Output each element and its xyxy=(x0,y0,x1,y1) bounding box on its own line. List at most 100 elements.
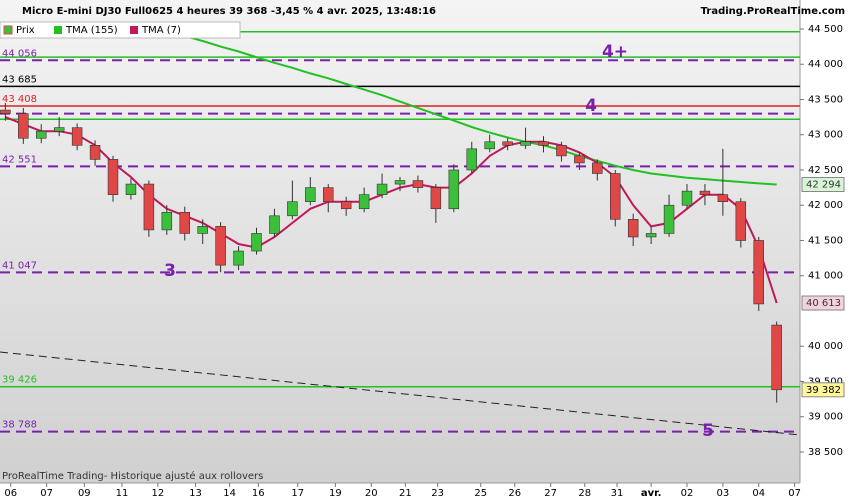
level-label: 38 788 xyxy=(2,420,37,431)
level-label: 41 047 xyxy=(2,260,37,271)
legend-label: Prix xyxy=(16,25,35,36)
chart-title: Micro E-mini DJ30 Full0625 4 heures 39 3… xyxy=(22,6,436,17)
x-tick-label: 17 xyxy=(291,488,304,499)
x-tick-label: avr. xyxy=(641,488,662,499)
candle-body xyxy=(627,219,639,238)
x-tick-label: 13 xyxy=(189,488,202,499)
x-tick-label: 07 xyxy=(40,488,53,499)
y-tick-label: 42 000 xyxy=(808,200,843,211)
x-tick-label: 21 xyxy=(399,488,412,499)
source: Trading.ProRealTime.com xyxy=(701,6,845,17)
last-value-label: 40 613 xyxy=(806,298,841,309)
candle-body xyxy=(412,180,424,188)
candle-body xyxy=(717,194,729,203)
candle-body xyxy=(269,215,280,234)
candle-body xyxy=(89,145,101,160)
x-tick-label: 27 xyxy=(544,488,557,499)
x-tick-label: 11 xyxy=(116,488,129,499)
candle-body xyxy=(376,183,388,195)
candle-body xyxy=(18,113,29,139)
level-label: 44 056 xyxy=(2,48,37,59)
y-tick-label: 44 500 xyxy=(808,24,843,35)
candle-body xyxy=(0,109,11,114)
candle-body xyxy=(287,201,298,217)
x-tick-label: 25 xyxy=(474,488,487,499)
zone-label: 5 xyxy=(702,421,714,441)
candle-body xyxy=(197,226,208,234)
x-tick-label: 16 xyxy=(252,488,265,499)
candle-body xyxy=(556,145,567,157)
trendline xyxy=(0,351,801,436)
candle-body xyxy=(502,141,513,146)
candle-body xyxy=(681,190,693,206)
candle-body xyxy=(699,190,711,195)
x-tick-label: 19 xyxy=(329,488,342,499)
candle-body xyxy=(358,194,370,210)
x-tick-label: 02 xyxy=(681,488,694,499)
indicator-line xyxy=(166,29,777,186)
candle-body xyxy=(753,240,764,305)
x-tick-label: 07 xyxy=(788,488,801,499)
candle-body xyxy=(179,211,190,234)
candle-body xyxy=(771,324,782,391)
candle-body xyxy=(645,233,657,238)
zone-label: 3 xyxy=(164,261,176,281)
candle-body xyxy=(71,127,83,146)
x-tick-label: 23 xyxy=(431,488,444,499)
footer: ProRealTime Trading- Historique ajusté a… xyxy=(2,470,263,482)
candle-body xyxy=(53,127,65,132)
candle-body xyxy=(340,201,352,210)
candle-body xyxy=(143,183,155,231)
candle-body xyxy=(663,204,675,234)
candle-body xyxy=(323,187,334,203)
candle-body xyxy=(520,141,531,146)
legend: Prix TMA (155) TMA (7) xyxy=(0,21,241,39)
candle-body xyxy=(735,201,747,241)
legend-swatch xyxy=(54,26,62,34)
y-tick-label: 39 000 xyxy=(808,412,843,423)
y-tick-label: 40 000 xyxy=(808,341,843,352)
candle-body xyxy=(125,183,137,195)
candle-body xyxy=(394,180,406,185)
y-tick-label: 38 500 xyxy=(808,447,843,458)
legend-swatch xyxy=(130,26,138,34)
candle-body xyxy=(592,162,603,174)
zone-label: 4 xyxy=(585,96,597,116)
level-label: 43 685 xyxy=(2,74,37,85)
candle-body xyxy=(215,226,226,266)
candle-body xyxy=(251,233,262,252)
last-value-box xyxy=(801,382,845,398)
legend-label: TMA (7) xyxy=(141,25,181,36)
x-tick-label: 28 xyxy=(578,488,591,499)
x-tick-label: 12 xyxy=(151,488,164,499)
last-value-label: 42 294 xyxy=(806,180,841,191)
candle-body xyxy=(161,211,173,231)
indicator-line xyxy=(5,116,778,304)
candle-body xyxy=(107,159,119,195)
candle-body xyxy=(36,130,47,139)
x-tick-label: 31 xyxy=(611,488,624,499)
candle-body xyxy=(538,141,549,146)
candle-body xyxy=(466,148,477,171)
plot-area xyxy=(0,0,800,483)
x-tick-label: 09 xyxy=(78,488,91,499)
last-value-label: 39 382 xyxy=(806,385,841,396)
candle-body xyxy=(574,155,585,164)
legend-box xyxy=(0,21,241,39)
y-tick-label: 41 000 xyxy=(808,271,843,282)
level-label: 39 426 xyxy=(2,375,37,386)
zone-label: 4+ xyxy=(602,42,628,62)
candle-body xyxy=(430,187,442,210)
y-tick-label: 42 500 xyxy=(808,165,843,176)
x-tick-label: 26 xyxy=(508,488,521,499)
y-tick-label: 39 500 xyxy=(808,376,843,387)
candle-body xyxy=(305,187,316,203)
legend-swatch xyxy=(3,25,13,35)
y-tick-label: 43 500 xyxy=(808,94,843,105)
y-tick-label: 41 500 xyxy=(808,235,843,246)
candle-body xyxy=(610,173,621,220)
y-tick-label: 43 000 xyxy=(808,130,843,141)
candle-body xyxy=(484,141,495,150)
x-tick-label: 14 xyxy=(223,488,236,499)
